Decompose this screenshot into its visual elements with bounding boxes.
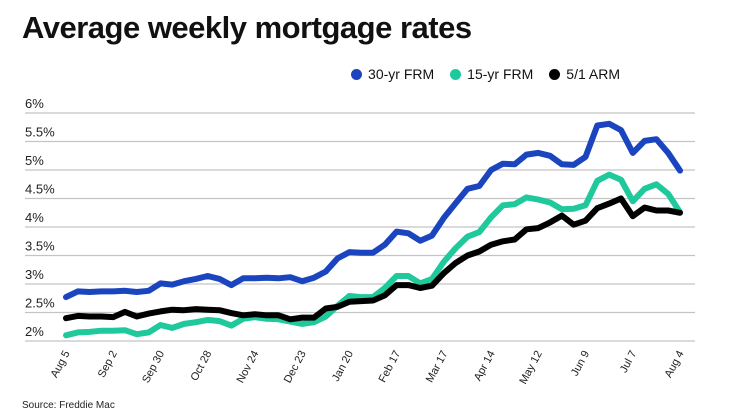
y-tick-label: 4% xyxy=(25,210,44,225)
y-tick-label: 5.5% xyxy=(25,125,55,140)
x-tick-label: Jul 7 xyxy=(618,349,640,375)
x-tick-label: Jan 20 xyxy=(330,349,356,384)
x-tick-label: May 12 xyxy=(517,349,545,386)
series-line-5-1-arm xyxy=(63,195,683,323)
y-tick-label: 3.5% xyxy=(25,239,55,254)
x-tick-label: Jun 9 xyxy=(569,349,592,378)
source-note: Source: Freddie Mac xyxy=(22,400,115,411)
legend-label: 5/1 ARM xyxy=(566,66,620,82)
legend-swatch xyxy=(351,68,363,80)
legend-label: 15-yr FRM xyxy=(467,66,534,82)
legend-item-30yr: 30-yr FRM xyxy=(351,66,434,82)
y-tick-label: 4.5% xyxy=(25,182,55,197)
y-tick-label: 6% xyxy=(25,96,44,111)
x-tick-label: Aug 4 xyxy=(663,349,687,380)
series-line-30-yr-frm xyxy=(63,120,683,301)
y-tick-label: 2.5% xyxy=(25,296,55,311)
legend-swatch xyxy=(450,68,462,80)
chart-title: Average weekly mortgage rates xyxy=(22,10,472,45)
x-tick-label: Mar 17 xyxy=(424,349,451,385)
y-tick-label: 5% xyxy=(25,153,44,168)
x-tick-label: Feb 17 xyxy=(377,349,404,385)
x-tick-label: Sep 2 xyxy=(96,349,120,380)
y-tick-label: 3% xyxy=(25,267,44,282)
legend-item-arm: 5/1 ARM xyxy=(549,66,620,82)
x-tick-label: Aug 5 xyxy=(49,349,73,380)
series-line-15-yr-frm xyxy=(63,171,683,339)
x-tick-label: Dec 23 xyxy=(282,349,309,385)
legend-item-15yr: 15-yr FRM xyxy=(450,66,533,82)
legend-swatch xyxy=(549,68,561,80)
x-tick-label: Sep 30 xyxy=(140,349,167,385)
x-tick-label: Oct 28 xyxy=(189,349,215,383)
y-tick-label: 2% xyxy=(25,324,44,339)
x-tick-label: Nov 24 xyxy=(235,349,262,385)
x-tick-label: Apr 14 xyxy=(472,349,498,383)
legend: 30-yr FRM 15-yr FRM 5/1 ARM xyxy=(351,66,620,82)
legend-label: 30-yr FRM xyxy=(368,66,435,82)
